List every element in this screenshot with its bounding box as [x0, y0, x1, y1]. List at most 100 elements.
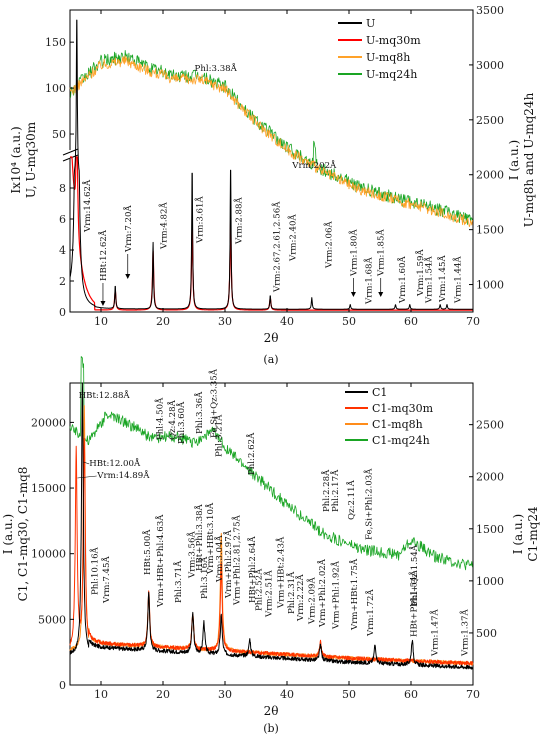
x-tick-label-b-1: 20: [156, 688, 170, 701]
b-annotation-25: Vrm+Phl:2.97Å: [222, 529, 234, 599]
a-annotation-5: Vrm:2.88Å: [233, 197, 245, 245]
x-tick-label-a-6: 70: [466, 315, 480, 328]
svg-text:HBt+Phl:2.64Å: HBt+Phl:2.64Å: [246, 535, 258, 603]
a-annotation-3: Vrm:4.82Å: [158, 202, 170, 250]
svg-text:Vrm:1.45Å: Vrm:1.45Å: [436, 255, 448, 303]
svg-text:U-mq24h: U-mq24h: [366, 68, 417, 81]
series-line-b-0: [69, 382, 474, 670]
svg-text:Phl:2.28Å: Phl:2.28Å: [320, 469, 332, 512]
svg-text:Vrm:4.82Å: Vrm:4.82Å: [158, 202, 170, 250]
y-tick-label-right-a-1: 1500: [476, 224, 504, 237]
x-tick-label-b-5: 60: [404, 688, 418, 701]
a-annotation-9: Vrm:1.80Å: [347, 229, 359, 297]
a-annotation-12: Vrm:1.60Å: [396, 256, 408, 304]
svg-text:Vrm:2.67,2.61,2.56Å: Vrm:2.67,2.61,2.56Å: [271, 201, 283, 293]
b-annotation-3: Phl:4.50Å: [153, 397, 165, 440]
svg-text:Vrm+Phl:2.97Å: Vrm+Phl:2.97Å: [222, 529, 234, 599]
ticks-b: 10 20 30 40 50 60 70 0 5000 10000 15000 20000 500 100…: [31, 383, 504, 701]
svg-text:U-mq30m: U-mq30m: [366, 34, 421, 47]
svg-text:HBt:12.62Å: HBt:12.62Å: [97, 229, 109, 281]
x-tick-label-a-3: 40: [280, 315, 294, 328]
b-annotation-40: Vrm:1.37Å: [458, 609, 470, 657]
y-axis-label-left-a: Ix10⁴ (a.u.): [9, 126, 23, 193]
b-annotation-10: Phl:2.28Å: [320, 469, 332, 512]
svg-text:C1-mq8h: C1-mq8h: [372, 418, 423, 431]
legend-item-b-3: C1-mq24h: [345, 434, 430, 447]
a-annotation-11: Vrm:1.68Å: [362, 257, 374, 305]
a-annotation-4: Vrm:3.61Å: [194, 196, 206, 244]
series-line-a-0: [69, 19, 474, 310]
svg-text:Vrm:1.37Å: Vrm:1.37Å: [458, 609, 470, 657]
b-annotation-16: Vrm:7.45Å: [100, 556, 112, 604]
y-tick-label-right-a-5: 3500: [476, 4, 504, 17]
b-annotation-13: Fe,Si+Phl:2.03Å: [362, 468, 374, 540]
ticks-a: 10 20 30 40 50 60 70 0 2 4 6 8 50 100 150 1000 1500 2000 2…: [45, 4, 504, 328]
b-annotation-21: HBt+Phl:3.38Å: [193, 503, 205, 571]
svg-text:Vrm:14.62Å: Vrm:14.62Å: [81, 179, 93, 233]
b-annotation-28: Phl:2.52Å: [253, 568, 265, 611]
svg-text:Phl:2.17Å: Phl:2.17Å: [329, 469, 341, 512]
y-tick-label-lower-a-1: 2: [59, 275, 66, 288]
svg-text:C1-mq30m: C1-mq30m: [372, 402, 434, 415]
y-tick-label-lower-a-4: 8: [59, 182, 66, 195]
svg-text:Vrm:1.80Å: Vrm:1.80Å: [347, 229, 359, 277]
traces-a: [69, 19, 474, 311]
b-annotation-18: Vrm+HBt+Phl:4.63Å: [154, 514, 166, 608]
svg-text:Vrm+HBt:3.10Å: Vrm+HBt:3.10Å: [204, 502, 216, 575]
svg-text:Vrm:1.72Å: Vrm:1.72Å: [364, 589, 376, 637]
b-annotation-4: Qz:4.28Å: [166, 399, 178, 440]
x-tick-label-b-4: 50: [342, 688, 356, 701]
svg-text:Vrm+HBt+Phl:4.63Å: Vrm+HBt+Phl:4.63Å: [154, 514, 166, 608]
svg-text:Phl:2.62Å: Phl:2.62Å: [245, 432, 257, 475]
a-annotation-14: Vrm:1.54Å: [422, 256, 434, 304]
b-annotation-2: Vrm:14.89Å: [96, 469, 150, 481]
b-annotation-26: Vrm+Phl:2.81,2.75Å: [230, 514, 242, 606]
b-annotation-32: Vrm:2.22Å: [294, 574, 306, 622]
svg-text:Vrm:3.04Å: Vrm:3.04Å: [213, 535, 225, 583]
y-tick-label-right-a-2: 2000: [476, 169, 504, 182]
svg-text:Phl:2.31Å: Phl:2.31Å: [285, 571, 297, 614]
svg-text:Vrm:1.54Å: Vrm:1.54Å: [422, 256, 434, 304]
svg-text:Phl:3.36Å: Phl:3.36Å: [193, 391, 205, 434]
svg-text:HBt+Phl:3.38Å: HBt+Phl:3.38Å: [193, 503, 205, 571]
y-axis-label-left-b: I (a.u.): [1, 514, 15, 554]
y-tick-label-left-b-1: 5000: [38, 613, 66, 626]
y-tick-label-left-b-4: 20000: [31, 416, 66, 429]
y-tick-label-right-a-4: 3000: [476, 59, 504, 72]
panel-label-b: (b): [263, 722, 279, 735]
svg-text:Phl:4.50Å: Phl:4.50Å: [153, 397, 165, 440]
a-annotation-6: Vrm:2.67,2.61,2.56Å: [271, 201, 283, 293]
y-tick-label-right-a-0: 1000: [476, 279, 504, 292]
b-annotation-1: HBt:12.00Å: [89, 457, 141, 469]
b-annotation-24: Vrm:3.04Å: [213, 535, 225, 583]
series-line-a-2: [69, 55, 473, 228]
svg-text:Phl+Qz:1.54Å: Phl+Qz:1.54Å: [408, 544, 420, 606]
svg-text:Vrm+Phl:2.81,2.75Å: Vrm+Phl:2.81,2.75Å: [230, 514, 242, 606]
legend-a: U U-mq30m U-mq8h U-mq24h: [338, 17, 421, 81]
x-axis-label-b: 2θ: [264, 704, 279, 718]
plot-frame-b: [69, 382, 474, 686]
b-annotation-22: Phl:3.16Å: [198, 556, 210, 599]
y-tick-label-right-b-2: 1500: [476, 523, 504, 536]
svg-text:Vrm:2.09Å: Vrm:2.09Å: [305, 577, 317, 625]
svg-text:U-mq8h: U-mq8h: [366, 51, 410, 64]
legend-item-b-0: C1: [345, 386, 387, 399]
y-tick-label-upper-a-2: 150: [45, 36, 66, 49]
b-annotation-20: Vrm:3.56Å: [186, 531, 198, 579]
svg-text:Vrm:7.45Å: Vrm:7.45Å: [100, 556, 112, 604]
x-tick-label-b-6: 70: [466, 688, 480, 701]
b-annotation-38: HBt+Phl:1.54Å: [408, 569, 420, 637]
x-tick-label-a-5: 60: [404, 315, 418, 328]
svg-text:Vrm:1.85Å: Vrm:1.85Å: [375, 229, 387, 277]
a-annotation-7: Vrm:2.40Å: [287, 214, 299, 262]
svg-text:Vrm:1.68Å: Vrm:1.68Å: [362, 257, 374, 305]
a-annotation-17: Phl:3.38Å: [195, 62, 238, 74]
svg-text:Fe,Si+Qz:3.35Å: Fe,Si+Qz:3.35Å: [207, 368, 219, 438]
plot-frame-a: [69, 9, 474, 313]
b-annotation-9: Phl:2.62Å: [245, 432, 257, 475]
a-annotation-15: Vrm:1.45Å: [436, 255, 448, 303]
x-tick-label-b-0: 10: [94, 688, 108, 701]
svg-text:Qz:4.28Å: Qz:4.28Å: [166, 399, 178, 440]
